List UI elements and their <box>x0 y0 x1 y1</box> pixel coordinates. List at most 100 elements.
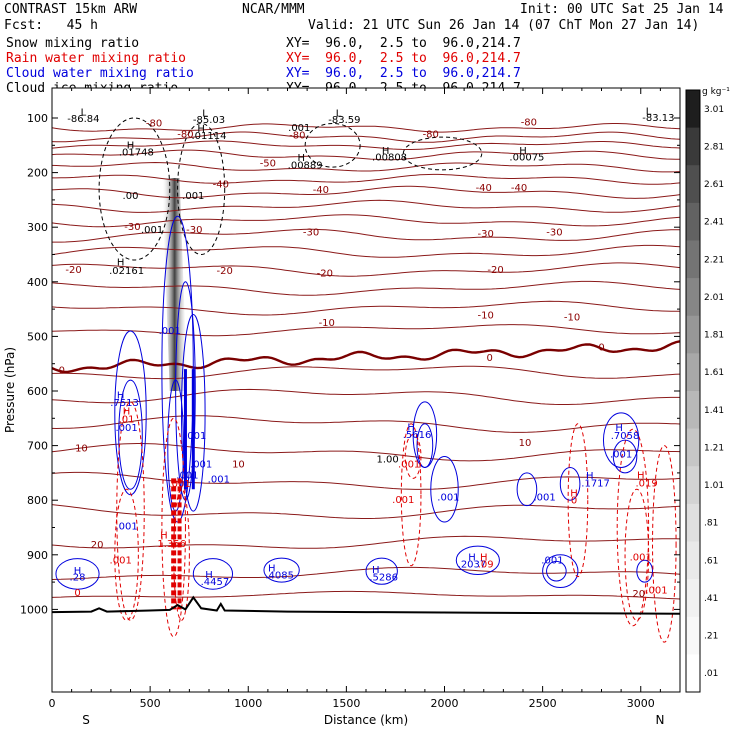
isotherm-line <box>52 173 681 185</box>
axes: 0 500 1000 1500 2000 2500 30001002003004005006… <box>20 88 680 710</box>
header-right2: Valid: 21 UTC Sun 26 Jan 14 (07 ChT Mon … <box>308 18 700 33</box>
contour-label: -85.03 <box>193 115 225 126</box>
rain-contour <box>567 423 589 578</box>
field-label-cloudwater: Cloud water mixing ratio <box>6 66 194 81</box>
contour-label: -30 <box>546 228 562 239</box>
contour-label: -30 <box>303 228 319 239</box>
isotherm-line <box>51 244 681 258</box>
colorbar-tick-label: .81 <box>704 519 718 529</box>
x-tick-label: 1000 <box>234 697 262 710</box>
rain-contour <box>116 401 145 621</box>
field-label-rain: Rain water mixing ratio <box>6 51 187 66</box>
rain-contour <box>114 488 139 621</box>
x-tick-label: 2000 <box>431 697 459 710</box>
contour-label: -30 <box>478 229 494 240</box>
contour-label: .001 <box>110 555 132 566</box>
ice-contour <box>177 122 226 255</box>
x-tick-label: 2500 <box>529 697 557 710</box>
y-tick-label: 800 <box>27 494 48 507</box>
contour-label: H <box>117 258 125 269</box>
contour-label: H <box>382 146 390 157</box>
south-label: S <box>82 713 90 727</box>
contour-label: H <box>197 124 205 135</box>
colorbar-swatch <box>686 579 700 618</box>
colorbar-tick-label: 1.01 <box>704 481 724 491</box>
isotherm-line <box>51 504 681 519</box>
contour-label: .7513 <box>110 398 139 409</box>
contour-label: H <box>407 423 415 434</box>
colorbar-tick-label: 2.41 <box>704 218 724 228</box>
contour-label: .00889 <box>288 161 323 172</box>
cloud-water-contour <box>263 557 300 583</box>
contour-label: -50 <box>260 158 276 169</box>
cloud-water-contour <box>118 379 143 490</box>
rain-contour <box>616 428 650 627</box>
contour-label: L <box>202 109 208 120</box>
colorbar-tick-label: 2.61 <box>704 180 724 190</box>
ice-shading <box>161 178 188 391</box>
contour-label: .001 <box>541 555 563 566</box>
contour-label: .001 <box>176 471 198 482</box>
colorbar-swatch <box>686 278 700 317</box>
isotherm-line <box>51 149 681 161</box>
colorbar-swatch <box>686 315 700 354</box>
field-xy-cloudwater: XY= 96.0, 2.5 to 96.0,214.7 <box>286 66 521 81</box>
contour-label: 0 <box>571 496 577 507</box>
contour-label: -10 <box>564 312 580 323</box>
header-left1: CONTRAST 15km ARW <box>4 2 138 17</box>
colorbar-tick-label: .41 <box>704 594 718 604</box>
contour-labels: -80 -80 -80 -80 -80 -50 -40 -40 -40 -40 -30 -30 -30 -… <box>59 106 675 600</box>
zero-isotherm <box>51 340 681 374</box>
y-tick-label: 900 <box>27 549 48 562</box>
y-tick-label: 1000 <box>20 603 48 616</box>
contour-label: H <box>372 565 380 576</box>
colorbar-swatch <box>686 466 700 505</box>
contour-label: .4457 <box>201 577 230 588</box>
isotherm-line <box>51 388 680 405</box>
cloud-water-contour <box>365 557 398 585</box>
contour-label: 20 <box>91 540 104 551</box>
contour-label: 20 <box>632 589 645 600</box>
hydrometeor-contours <box>55 117 677 643</box>
colorbar-swatch <box>686 391 700 430</box>
terrain-line <box>51 595 681 615</box>
contour-label: .001 <box>645 585 667 596</box>
cloud-water-contour <box>516 472 538 507</box>
isotherm-line <box>51 415 681 433</box>
isotherm-line <box>51 535 681 549</box>
isotherm-line <box>51 140 681 150</box>
contour-label: L <box>646 106 652 117</box>
contour-label: -20 <box>217 266 233 277</box>
ice-plume <box>161 178 188 391</box>
contour-label: .001 <box>182 191 204 202</box>
x-tick-label: 0 <box>49 697 56 710</box>
x-tick-label: 500 <box>140 697 161 710</box>
contour-label: H <box>637 471 645 482</box>
contour-label: -80 <box>146 118 162 129</box>
contour-label: H <box>586 471 594 482</box>
north-label: N <box>656 713 665 727</box>
cloud-water-contour <box>192 558 234 590</box>
colorbar-tick-label: .01 <box>704 669 718 679</box>
colorbar-swatch <box>686 503 700 542</box>
y-tick-label: 600 <box>27 385 48 398</box>
isotherm-line <box>51 161 681 173</box>
isotherm-line <box>52 365 681 380</box>
contour-label: H <box>127 140 135 151</box>
contour-label: .001 <box>190 460 212 471</box>
contour-label: H <box>615 423 623 434</box>
cloud-water-contour <box>430 456 459 523</box>
cloud-water-contour <box>181 314 206 512</box>
contour-label: -40 <box>476 183 492 194</box>
contour-label: -80 <box>521 117 537 128</box>
colorbar-swatch <box>686 428 700 467</box>
cloud-water-contour <box>542 554 579 589</box>
contour-label: .001 <box>168 479 190 490</box>
contour-label: H <box>297 153 305 164</box>
contour-label: H <box>480 553 488 564</box>
contour-label: H <box>123 407 131 418</box>
colorbar-tick-label: 1.21 <box>704 443 724 453</box>
isotherm-line <box>51 324 681 337</box>
contour-label: .5616 <box>403 430 432 441</box>
isotherm-line <box>51 590 681 600</box>
